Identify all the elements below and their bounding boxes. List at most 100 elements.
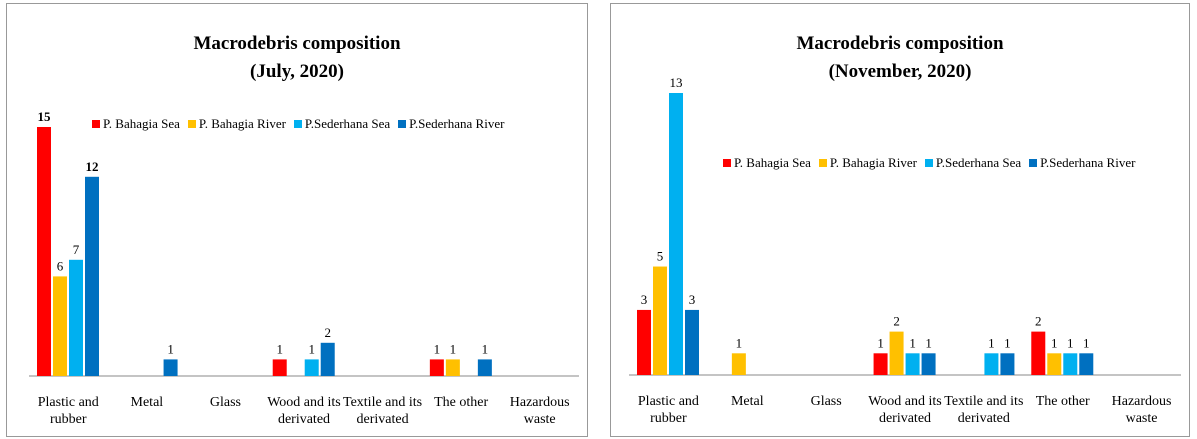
legend-swatch [187,120,196,128]
bar [445,359,460,376]
bar [984,353,999,375]
legend-item: P. Bahagia Sea [92,116,180,132]
x-tick-label: Wood and its derivated [868,394,942,426]
bar [873,353,888,375]
x-tick-label: The other [1035,394,1090,409]
legend-label: P. Bahagia Sea [103,116,180,131]
legend-swatch [723,159,731,167]
legend-swatch [1029,159,1038,167]
x-tick-label: Plastic and rubber [637,394,699,426]
x-tick-label: Hazardous waste [1111,394,1172,426]
x-tick-label: Wood and its derivated [267,395,341,427]
data-label: 1 [877,335,884,350]
data-label: 7 [73,242,80,257]
data-label: 1 [988,335,995,350]
legend-item: P. Bahagia Sea [723,155,811,171]
chart-title: Macrodebris composition [193,33,401,54]
data-label: 1 [909,335,916,350]
data-label: 6 [57,258,64,273]
legend-label: P. Bahagia River [198,116,286,131]
chart-subtitle: (July, 2020) [250,61,344,82]
data-label: 1 [1051,335,1058,350]
x-tick-label: Glass [209,395,241,410]
legend: P. Bahagia Sea P. Bahagia River P.Sederhan… [723,155,1135,171]
data-label: 1 [1004,335,1011,350]
x-tick-label: Glass [810,394,842,409]
chart-subtitle: (November, 2020) [828,61,972,82]
data-label: 1 [736,335,743,350]
data-label: 2 [1035,314,1042,329]
x-tick-label: The other [434,395,489,410]
bar [477,359,492,376]
data-label: 1 [482,341,489,356]
bar [320,342,335,376]
legend-label: P.Sederhana Sea [935,155,1022,170]
data-label: 3 [689,292,696,307]
data-label: 1 [167,341,174,356]
legend-label: P.Sederhana Sea [304,116,391,131]
data-label: 13 [670,75,683,90]
legend-swatch [92,120,100,128]
legend-swatch [293,120,302,128]
bar [37,127,51,376]
bar [1031,331,1046,375]
bar [1047,353,1062,375]
legend-label: P. Bahagia Sea [734,155,811,170]
legend: P. Bahagia Sea P. Bahagia River P.Sederhan… [92,116,504,132]
legend-swatch [924,159,933,167]
data-label: 1 [434,341,441,356]
chart-panel: Macrodebris composition (July, 2020) 15 6 7 1… [6,3,588,437]
bar [637,309,651,375]
bar [53,276,67,376]
x-tick-label: Textile and its derivated [944,394,1024,426]
bar [889,331,904,375]
bar [1000,353,1015,375]
legend-item: P.Sederhana River [1029,155,1135,171]
data-label: 1 [1067,335,1074,350]
data-label: 3 [641,292,648,307]
x-tick-label: Textile and its derivated [343,395,423,427]
data-label: 1 [308,341,315,356]
bar [85,176,99,376]
bar [921,353,936,375]
bar [653,266,667,375]
data-label: 1 [1083,335,1090,350]
chart-title: Macrodebris composition [796,33,1004,54]
data-label: 5 [657,249,664,264]
bar [163,359,178,376]
bar [905,353,920,375]
legend-label: P.Sederhana River [1040,155,1136,170]
bar [731,353,746,375]
x-tick-label: Metal [730,394,764,409]
legend-label: P. Bahagia River [829,155,917,170]
bar [1079,353,1094,375]
x-tick-label: Plastic and rubber [37,395,99,427]
legend-item: P.Sederhana River [398,116,504,132]
data-label: 15 [38,109,52,124]
legend-item: P.Sederhana Sea [293,116,391,132]
x-tick-label: Metal [130,395,164,410]
legend-label: P.Sederhana River [409,116,505,131]
data-label: 1 [450,341,457,356]
chart-panel: Macrodebris composition (November, 2020) 3… [610,3,1190,437]
legend-item: P.Sederhana Sea [924,155,1022,171]
legend-item: P. Bahagia River [187,116,286,132]
legend-swatch [398,120,407,128]
legend-swatch [818,159,827,167]
bar [272,359,287,376]
bar [669,93,683,375]
x-tick-label: Hazardous waste [509,395,570,427]
data-label: 2 [324,325,331,340]
data-label: 1 [925,335,932,350]
bar [69,259,83,376]
bar [685,309,699,375]
data-label: 2 [893,314,900,329]
legend-item: P. Bahagia River [818,155,917,171]
data-label: 12 [86,159,99,174]
bar [429,359,444,376]
data-label: 1 [276,341,283,356]
bar [1063,353,1078,375]
